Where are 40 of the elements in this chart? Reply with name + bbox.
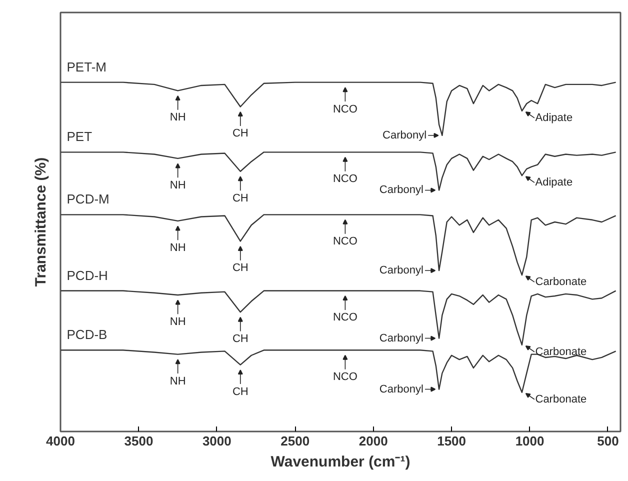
series-label: PCD-M — [66, 192, 110, 207]
annotation: NH — [170, 242, 186, 254]
annotation: Adipate — [535, 176, 573, 189]
annotation: Carbonyl — [379, 264, 424, 277]
series-label: PCD-B — [66, 327, 108, 342]
annotation: Carbonyl — [382, 129, 427, 142]
annotation: Carbonate — [535, 346, 587, 358]
series-label: PET — [66, 129, 92, 144]
annotation: NH — [170, 316, 186, 328]
x-tick-label: 1000 — [515, 434, 544, 448]
x-axis-title: Wavenumber (cm⁻¹) — [270, 454, 410, 470]
annotation: CH — [232, 333, 248, 346]
x-tick-label: 1500 — [437, 434, 466, 448]
y-axis-title: Transmittance (%) — [32, 157, 50, 287]
x-tick-label: 2500 — [280, 434, 310, 448]
annotation: CH — [232, 386, 248, 398]
annotation: Carbonyl — [379, 184, 424, 196]
annotation: NH — [170, 179, 186, 192]
x-tick-label: 4000 — [46, 434, 75, 448]
annotation: Carbonyl — [379, 383, 424, 396]
x-tick-label: 3000 — [202, 434, 232, 448]
annotation: NCO — [332, 312, 358, 324]
series-label: PET-M — [66, 59, 106, 74]
x-tick-label: 3500 — [124, 434, 154, 448]
annotation: CH — [232, 192, 248, 204]
annotation: NH — [170, 375, 186, 388]
series-label: PCD-H — [66, 268, 108, 283]
annotation: CH — [232, 262, 248, 274]
annotation: Adipate — [535, 112, 573, 124]
x-tick-label: 500 — [597, 434, 619, 448]
annotation: NCO — [332, 173, 358, 186]
annotation: Carbonyl — [379, 332, 424, 344]
x-tick-label: 2000 — [358, 434, 388, 448]
annotation: NCO — [332, 103, 358, 116]
annotation: NCO — [332, 371, 358, 384]
annotation: NCO — [332, 236, 358, 248]
annotation: CH — [232, 128, 248, 140]
annotation: Carbonate — [535, 393, 587, 406]
annotation: Carbonate — [535, 276, 587, 288]
annotation: NH — [170, 112, 186, 124]
